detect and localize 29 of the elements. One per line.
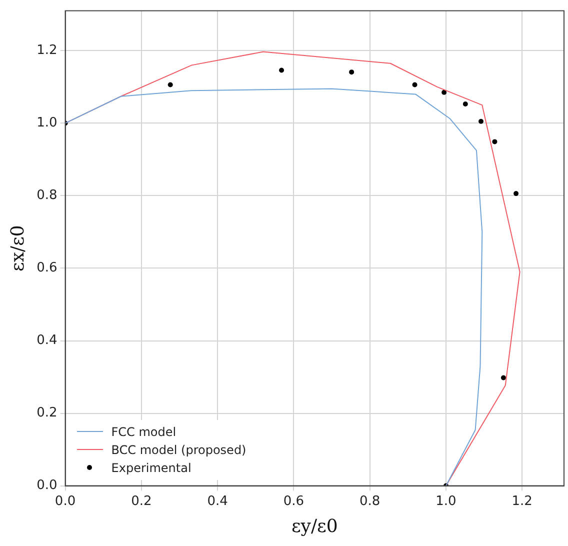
point <box>462 101 468 106</box>
y-tick-label: 0.0 <box>36 478 58 494</box>
x-tick-label: 0.4 <box>207 494 228 509</box>
y-tick-label: 0.4 <box>36 333 58 348</box>
y-tick-label: 0.6 <box>36 260 58 276</box>
y-axis-title: εx/ε0 <box>7 225 28 272</box>
point <box>412 82 418 88</box>
x-tick-label: 0.0 <box>54 494 76 509</box>
point <box>492 139 498 144</box>
x-tick-label: 0.2 <box>131 494 152 509</box>
x-tick-label: 0.6 <box>283 494 304 509</box>
point <box>168 82 173 88</box>
point <box>514 191 519 196</box>
point <box>500 375 506 380</box>
legend-label: BCC model (proposed) <box>111 442 246 457</box>
x-axis-title: εy/ε0 <box>291 516 338 537</box>
point <box>442 90 447 95</box>
point <box>349 70 354 75</box>
x-tick-label: 1.2 <box>512 494 532 509</box>
legend-label: Experimental <box>111 460 192 475</box>
y-tick-label: 0.2 <box>36 406 58 421</box>
y-tick-label: 0.8 <box>36 188 58 204</box>
x-tick-label: 0.8 <box>359 494 380 509</box>
y-tick-label: 1.0 <box>36 116 58 131</box>
x-tick-label: 1.0 <box>436 494 456 509</box>
point <box>279 68 284 73</box>
legend-label: FCC model <box>111 424 176 439</box>
point <box>478 118 484 124</box>
y-tick-label: 1.2 <box>36 43 58 58</box>
